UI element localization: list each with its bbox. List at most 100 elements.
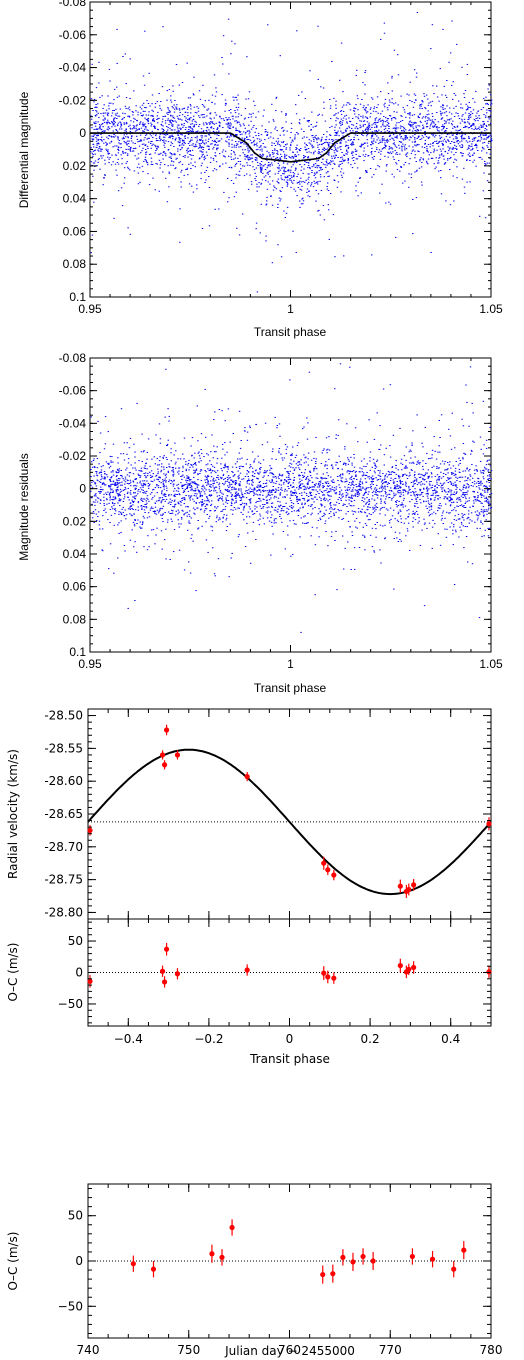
data-point [113, 217, 115, 219]
data-point [201, 162, 203, 164]
data-point [209, 123, 211, 125]
data-point [265, 511, 267, 513]
data-point [480, 126, 482, 128]
data-point [456, 141, 458, 143]
data-point [402, 139, 405, 141]
data-point [464, 138, 466, 140]
data-point [461, 494, 464, 496]
data-point [240, 142, 242, 144]
data-point [350, 139, 352, 141]
data-point [211, 434, 213, 436]
data-point [356, 95, 358, 97]
data-point [447, 152, 449, 154]
data-point [105, 109, 108, 111]
data-point [292, 140, 294, 142]
data-point [143, 517, 145, 519]
data-point [298, 475, 300, 477]
data-point [117, 163, 120, 165]
data-point [426, 162, 428, 164]
data-point [234, 502, 236, 504]
data-point [422, 468, 424, 470]
data-point [280, 149, 282, 151]
data-point [409, 488, 411, 490]
data-point [140, 139, 142, 141]
data-point [391, 471, 394, 473]
data-point [259, 141, 261, 143]
data-point [431, 449, 434, 451]
data-point [307, 478, 310, 480]
data-point [331, 149, 333, 150]
data-point [363, 120, 365, 122]
data-point [193, 145, 195, 147]
data-point [385, 170, 387, 172]
data-point [235, 173, 238, 175]
data-point [485, 164, 487, 166]
data-point [350, 164, 352, 166]
data-point [339, 487, 341, 489]
data-point [334, 114, 336, 116]
data-point [388, 99, 391, 101]
data-point [459, 145, 461, 147]
data-point [483, 515, 485, 517]
light-curve-points [90, 12, 493, 293]
data-point [424, 131, 426, 133]
data-point [222, 163, 224, 165]
data-point [373, 156, 375, 157]
data-point [363, 494, 365, 496]
data-point [103, 500, 105, 502]
data-point [272, 119, 274, 121]
y-tick-label: 0.04 [63, 192, 87, 206]
data-point [137, 183, 140, 185]
data-point [446, 119, 449, 121]
data-point [466, 63, 469, 65]
data-point [358, 489, 360, 491]
data-point [112, 146, 114, 148]
data-point [333, 504, 335, 506]
data-point [198, 124, 201, 125]
data-point [342, 111, 345, 112]
data-point [359, 127, 361, 129]
data-point [202, 130, 205, 132]
data-point [337, 118, 339, 120]
data-point [384, 475, 386, 476]
data-point [291, 453, 293, 455]
data-point [387, 82, 389, 84]
data-point [329, 502, 331, 504]
data-point [152, 110, 154, 112]
data-point [146, 162, 148, 164]
data-point [307, 121, 310, 123]
data-point [147, 137, 149, 139]
data-point [433, 163, 435, 165]
data-point [183, 514, 185, 516]
data-point [387, 140, 390, 142]
data-point [258, 182, 260, 184]
data-point [445, 122, 447, 124]
data-point [211, 140, 214, 142]
data-point [306, 145, 308, 146]
data-point [248, 150, 251, 152]
data-point [304, 98, 307, 99]
data-point [414, 154, 417, 156]
data-point [93, 458, 95, 460]
data-point [201, 504, 203, 506]
data-point [195, 495, 197, 497]
data-point [249, 508, 251, 510]
data-point [335, 148, 337, 150]
data-point [405, 481, 407, 483]
data-point [298, 488, 300, 490]
data-point [343, 154, 345, 156]
data-point [179, 241, 181, 243]
data-point [348, 473, 350, 475]
data-point [101, 123, 103, 125]
data-point [101, 483, 104, 485]
data-point [224, 104, 227, 106]
data-point [467, 119, 469, 120]
data-point [385, 202, 387, 204]
data-point [437, 130, 439, 132]
data-point [452, 127, 454, 129]
data-point [291, 155, 293, 157]
data-point [166, 521, 169, 523]
data-point [381, 507, 384, 509]
data-point [209, 161, 212, 163]
data-point [137, 141, 139, 143]
